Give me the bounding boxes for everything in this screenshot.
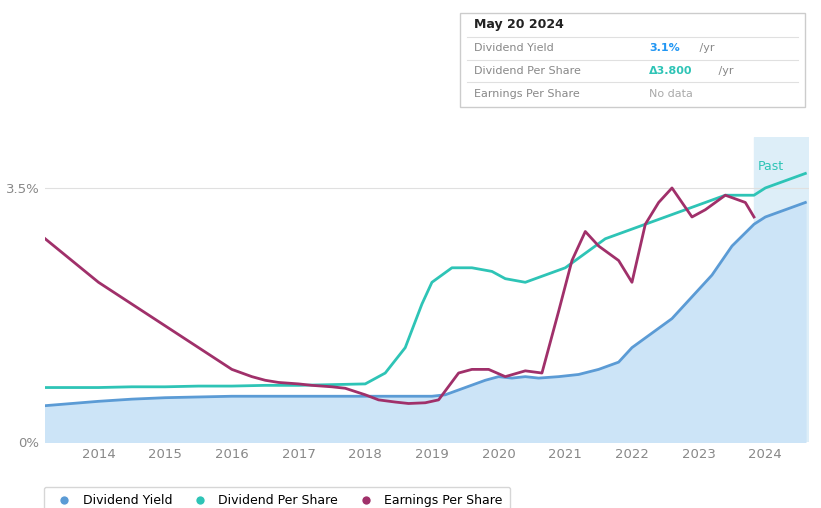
Text: /yr: /yr	[696, 43, 714, 53]
Text: 3.1%: 3.1%	[649, 43, 680, 53]
Text: No data: No data	[649, 89, 693, 100]
Text: May 20 2024: May 20 2024	[474, 18, 563, 31]
Text: Dividend Per Share: Dividend Per Share	[474, 66, 580, 76]
Text: /yr: /yr	[715, 66, 733, 76]
Text: Δ3.800: Δ3.800	[649, 66, 693, 76]
Bar	[754, 137, 809, 442]
Text: Past: Past	[757, 160, 783, 173]
Text: Dividend Yield: Dividend Yield	[474, 43, 553, 53]
Text: Earnings Per Share: Earnings Per Share	[474, 89, 580, 100]
Legend: Dividend Yield, Dividend Per Share, Earnings Per Share: Dividend Yield, Dividend Per Share, Earn…	[44, 487, 510, 508]
FancyBboxPatch shape	[460, 13, 805, 107]
